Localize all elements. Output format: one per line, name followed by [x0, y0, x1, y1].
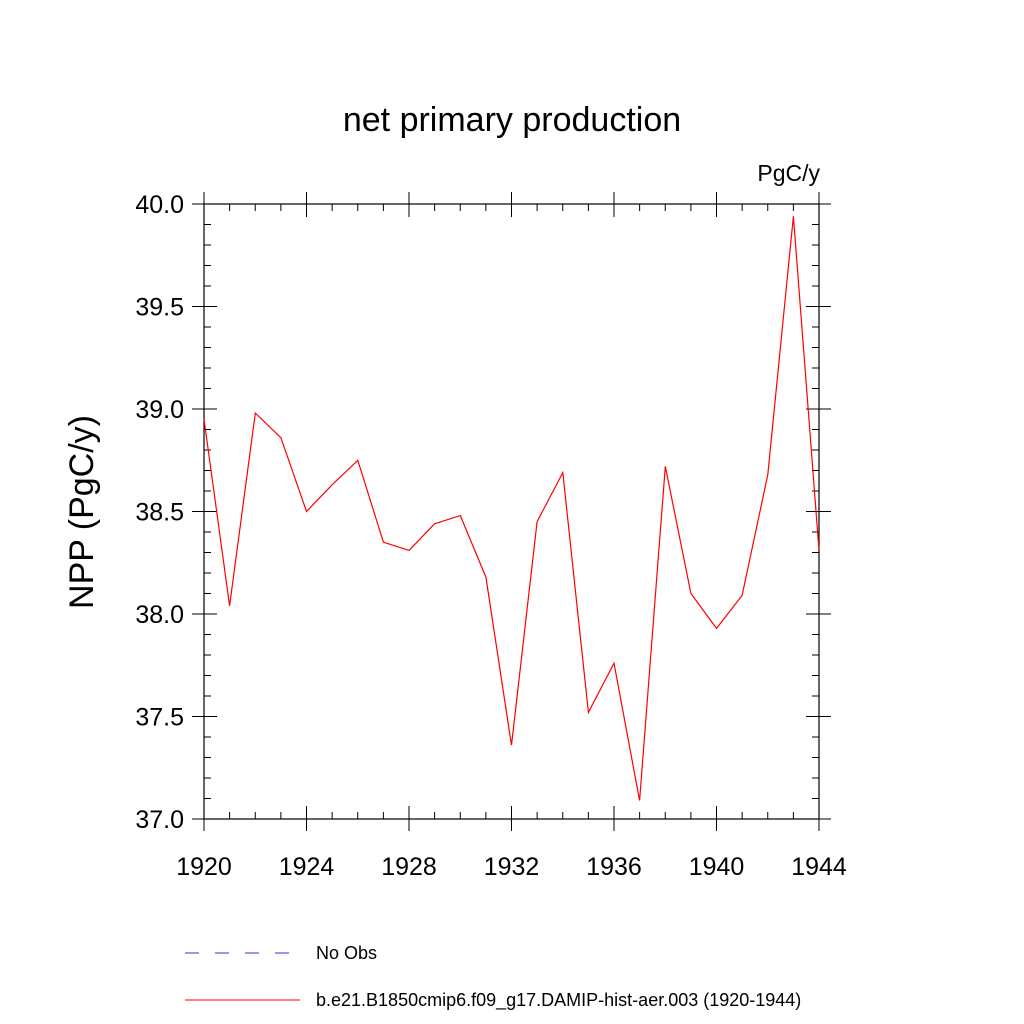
- x-tick-label: 1924: [279, 853, 335, 881]
- legend-label-no-obs: No Obs: [316, 943, 377, 963]
- series-layer: [203, 216, 820, 801]
- y-tick-label: 37.0: [135, 806, 184, 834]
- y-tick-label: 38.0: [135, 601, 184, 629]
- y-tick-label: 37.5: [135, 704, 184, 732]
- x-tick-label: 1936: [586, 853, 642, 881]
- x-tick-label: 1940: [689, 853, 745, 881]
- chart-title: net primary production: [343, 101, 681, 139]
- y-tick-label: 39.0: [135, 396, 184, 424]
- plot-frame: [203, 203, 820, 820]
- series-line-0: [203, 216, 820, 801]
- y-tick-label: 39.5: [135, 294, 184, 322]
- units-label: PgC/y: [757, 160, 820, 186]
- legend: No Obs b.e21.B1850cmip6.f09_g17.DAMIP-hi…: [185, 943, 801, 1011]
- x-tick-label: 1944: [791, 853, 847, 881]
- y-tick-labels: 37.0 37.5 38.0 38.5 39.0 39.5 40.0: [135, 191, 184, 834]
- x-tick-label: 1920: [176, 853, 232, 881]
- axis-ticks: [192, 192, 831, 831]
- x-tick-labels: 1920 1924 1928 1932 1936 1940 1944: [176, 853, 847, 881]
- x-tick-label: 1928: [381, 853, 437, 881]
- y-tick-label: 38.5: [135, 499, 184, 527]
- legend-label-model: b.e21.B1850cmip6.f09_g17.DAMIP-hist-aer.…: [316, 990, 801, 1011]
- x-tick-label: 1932: [484, 853, 540, 881]
- y-tick-label: 40.0: [135, 191, 184, 219]
- y-axis-label: NPP (PgC/y): [63, 415, 101, 609]
